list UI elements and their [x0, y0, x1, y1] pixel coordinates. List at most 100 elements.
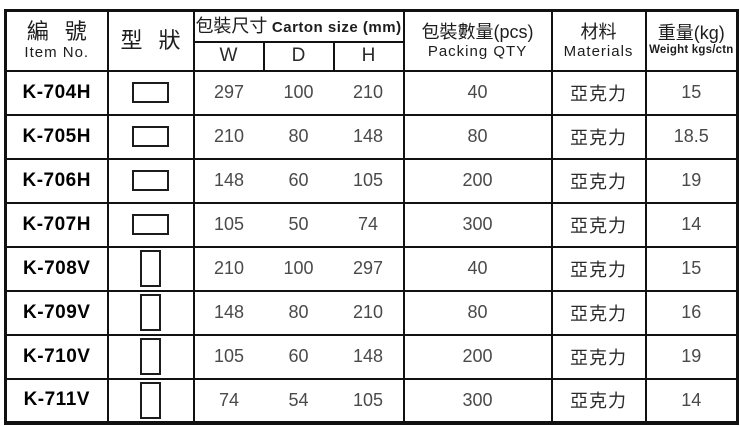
shape-cell [106, 333, 195, 380]
carton-depth-cell: 100 [263, 245, 334, 292]
carton-depth-cell: 60 [263, 157, 334, 204]
weight-cell: 16 [644, 289, 739, 336]
header-depth: D [262, 40, 335, 72]
weight-cell: 15 [644, 69, 739, 116]
header-qty-zh: 包裝數量(pcs) [421, 21, 534, 42]
item-no-cell: K-711V [4, 377, 109, 424]
weight-cell: 19 [644, 333, 739, 380]
header-carton-zh: 包裝尺寸 [195, 15, 268, 36]
table-row: K-705H 210 80 148 80 亞克力 18.5 [4, 113, 739, 160]
carton-depth-cell: 100 [263, 69, 334, 116]
header-carton-size: 包裝尺寸 Carton size (mm) [192, 9, 405, 43]
carton-width-cell: 105 [192, 201, 264, 248]
item-no-cell: K-709V [4, 289, 109, 336]
material-cell: 亞克力 [550, 289, 647, 336]
header-width: W [192, 40, 265, 72]
packing-qty-cell: 300 [402, 201, 553, 248]
header-item-no-zh: 編號 [26, 19, 103, 45]
carton-depth-cell: 80 [263, 113, 334, 160]
material-cell: 亞克力 [550, 113, 647, 160]
material-cell: 亞克力 [550, 157, 647, 204]
header-materials: 材料 Materials [550, 9, 647, 72]
table-header: 編號 Item No. 型狀 包裝尺寸 Carton size (mm) 包裝數… [4, 9, 739, 72]
header-item-no: 編號 Item No. [4, 9, 109, 72]
header-materials-en: Materials [563, 42, 634, 60]
carton-depth-cell: 80 [263, 289, 334, 336]
carton-height-cell: 297 [333, 245, 405, 292]
table-row: K-708V 210 100 297 40 亞克力 15 [4, 245, 739, 292]
header-height: H [332, 40, 405, 72]
weight-cell: 14 [644, 377, 739, 424]
material-cell: 亞克力 [550, 377, 647, 424]
carton-height-cell: 105 [333, 157, 405, 204]
packing-qty-cell: 40 [402, 245, 553, 292]
item-no-cell: K-710V [4, 333, 109, 380]
carton-width-cell: 74 [192, 377, 264, 424]
weight-cell: 19 [644, 157, 739, 204]
carton-depth-cell: 54 [263, 377, 334, 424]
carton-height-cell: 148 [333, 333, 405, 380]
horizontal-rectangle-icon [132, 170, 169, 191]
item-no-cell: K-706H [4, 157, 109, 204]
table-body: K-704H 297 100 210 40 亞克力 15 K-705H 210 … [4, 69, 739, 424]
carton-width-cell: 297 [192, 69, 264, 116]
carton-width-cell: 210 [192, 113, 264, 160]
vertical-rectangle-icon [140, 250, 161, 287]
table-row: K-710V 105 60 148 200 亞克力 19 [4, 333, 739, 380]
carton-width-cell: 210 [192, 245, 264, 292]
table-row: K-706H 148 60 105 200 亞克力 19 [4, 157, 739, 204]
header-weight: 重量(kg) Weight kgs/ctn [644, 9, 739, 72]
material-cell: 亞克力 [550, 333, 647, 380]
carton-width-cell: 148 [192, 289, 264, 336]
carton-height-cell: 210 [333, 289, 405, 336]
horizontal-rectangle-icon [132, 82, 169, 103]
header-qty-en: Packing QTY [427, 42, 528, 60]
header-materials-zh: 材料 [580, 21, 617, 42]
packing-qty-cell: 80 [402, 289, 553, 336]
shape-cell [106, 69, 195, 116]
horizontal-rectangle-icon [132, 214, 169, 235]
packing-qty-cell: 200 [402, 157, 553, 204]
carton-height-cell: 74 [333, 201, 405, 248]
carton-height-cell: 210 [333, 69, 405, 116]
header-packing-qty: 包裝數量(pcs) Packing QTY [402, 9, 553, 72]
shape-cell [106, 289, 195, 336]
header-weight-en: Weight kgs/ctn [649, 44, 734, 57]
header-shape: 型狀 [106, 9, 195, 72]
table-row: K-709V 148 80 210 80 亞克力 16 [4, 289, 739, 336]
header-item-no-en: Item No. [24, 44, 90, 62]
weight-cell: 14 [644, 201, 739, 248]
horizontal-rectangle-icon [132, 126, 169, 147]
carton-width-cell: 148 [192, 157, 264, 204]
shape-cell [106, 245, 195, 292]
item-no-cell: K-707H [4, 201, 109, 248]
shape-cell [106, 113, 195, 160]
header-weight-zh: 重量(kg) [657, 23, 725, 44]
item-no-cell: K-704H [4, 69, 109, 116]
table-row: K-711V 74 54 105 300 亞克力 14 [4, 377, 739, 424]
weight-cell: 15 [644, 245, 739, 292]
shape-cell [106, 201, 195, 248]
carton-height-cell: 148 [333, 113, 405, 160]
vertical-rectangle-icon [140, 338, 161, 375]
carton-depth-cell: 50 [263, 201, 334, 248]
shape-cell [106, 377, 195, 424]
header-carton-en: Carton size (mm) [271, 18, 402, 36]
item-no-cell: K-708V [4, 245, 109, 292]
packing-qty-cell: 80 [402, 113, 553, 160]
shape-cell [106, 157, 195, 204]
weight-cell: 18.5 [644, 113, 739, 160]
packing-qty-cell: 40 [402, 69, 553, 116]
material-cell: 亞克力 [550, 69, 647, 116]
table-row: K-707H 105 50 74 300 亞克力 14 [4, 201, 739, 248]
item-no-cell: K-705H [4, 113, 109, 160]
carton-depth-cell: 60 [263, 333, 334, 380]
vertical-rectangle-icon [140, 294, 161, 331]
material-cell: 亞克力 [550, 245, 647, 292]
material-cell: 亞克力 [550, 201, 647, 248]
packing-spec-table: 編號 Item No. 型狀 包裝尺寸 Carton size (mm) 包裝數… [4, 9, 740, 425]
table-row: K-704H 297 100 210 40 亞克力 15 [4, 69, 739, 116]
carton-height-cell: 105 [333, 377, 405, 424]
carton-width-cell: 105 [192, 333, 264, 380]
